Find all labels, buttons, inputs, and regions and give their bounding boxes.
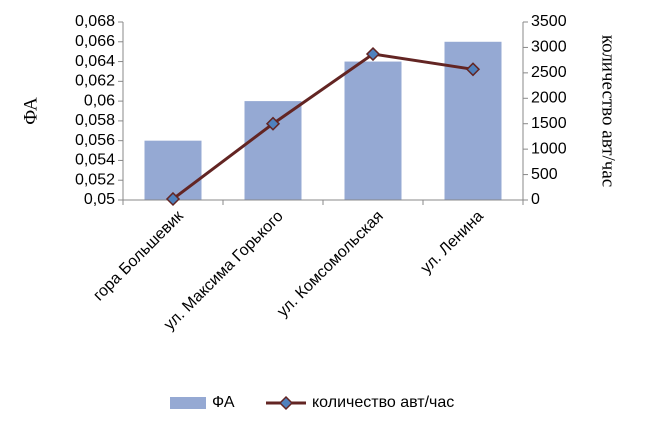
y2-tick-label: 2000 [531,90,567,107]
y2-tick-label: 2500 [531,64,567,81]
bar [144,140,202,200]
y-tick-label: 0,054 [75,152,115,169]
line-marker [265,116,281,131]
y-axis-title: ФА [20,97,41,125]
y-tick-label: 0,056 [75,132,115,149]
line [172,52,474,201]
x-tick-label: ул. Ленина [418,208,487,277]
x-tick-label: ул. Комсомольская [274,208,387,321]
y2-tick-label: 1000 [531,140,567,157]
y-tick-label: 0,066 [75,33,115,50]
y2-axis-title: количество авт/час [598,35,619,187]
line-marker [465,62,481,77]
line-marker [365,46,381,62]
legend-label: количество авт/час [312,394,454,411]
x-tick-label: гора Большевик [90,207,187,304]
y-tick-label: 0,05 [84,191,115,208]
y2-tick-label: 0 [531,191,540,208]
y-tick-label: 0,062 [75,73,115,90]
bar [244,101,302,200]
y2-tick-label: 3500 [531,13,567,30]
bar [344,61,402,200]
y-tick-label: 0,06 [84,92,115,109]
y2-tick-label: 3000 [531,39,567,56]
legend-label: ФА [212,394,235,411]
legend-swatch [170,397,206,409]
y2-tick-label: 500 [531,166,558,183]
legend-marker [278,395,294,411]
y-tick-label: 0,068 [75,13,115,30]
line-marker [165,191,181,207]
y2-tick-label: 1500 [531,115,567,132]
y-tick-label: 0,052 [75,171,115,188]
y-tick-label: 0,058 [75,112,115,129]
y-tick-label: 0,064 [75,53,115,70]
